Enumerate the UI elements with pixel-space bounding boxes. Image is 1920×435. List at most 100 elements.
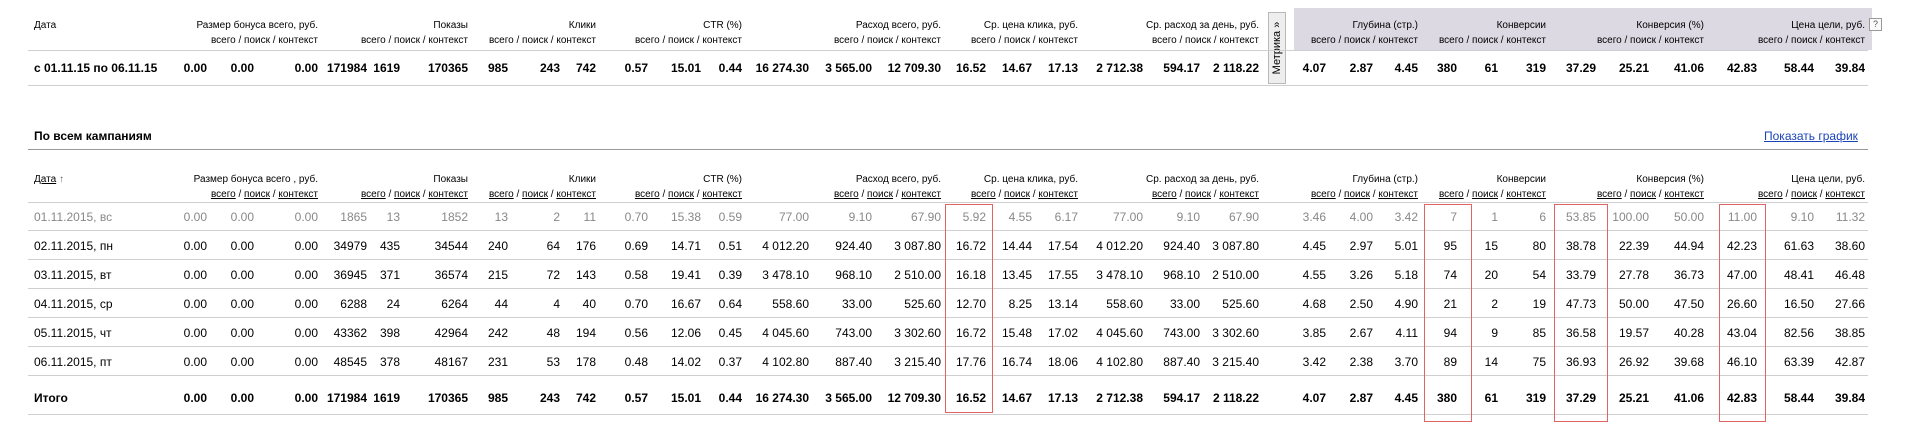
table-cell: 2: [1491, 297, 1498, 311]
sort-separator: /: [1816, 189, 1826, 200]
table-cell: 46.48: [1834, 268, 1865, 282]
table-cell: 3 215.40: [1212, 355, 1259, 369]
sort-link-context[interactable]: контекст: [556, 189, 596, 200]
sort-link-search[interactable]: поиск: [1472, 189, 1498, 200]
sort-link-all[interactable]: всего: [1596, 189, 1622, 200]
sort-link-context[interactable]: контекст: [702, 189, 742, 200]
sort-link-all[interactable]: всего: [833, 189, 859, 200]
sort-link-search[interactable]: поиск: [668, 189, 694, 200]
table-cell: 43362: [333, 326, 367, 340]
total-cell: 2.87: [1349, 391, 1373, 405]
sort-link-all[interactable]: всего: [360, 189, 386, 200]
total-cell: 1619: [373, 391, 400, 405]
sort-link-search[interactable]: поиск: [522, 189, 548, 200]
table-cell: 14.02: [670, 355, 701, 369]
table-cell: 4 102.80: [762, 355, 809, 369]
sort-separator: /: [547, 189, 557, 200]
sort-link-search[interactable]: поиск: [1185, 189, 1211, 200]
campaign-header-convpct-title: Конверсия (%): [1636, 174, 1704, 185]
campaign-header-rule: [28, 202, 1868, 203]
sort-link-all[interactable]: всего: [488, 189, 514, 200]
sort-link-context[interactable]: контекст: [1664, 189, 1704, 200]
summary-header-goal-sub: всего / поиск / контекст: [1757, 35, 1865, 46]
sort-link-context[interactable]: контекст: [1378, 189, 1418, 200]
table-cell: 194: [575, 326, 596, 340]
summary-value: 0.00: [230, 61, 254, 75]
total-cell: 39.84: [1834, 391, 1865, 405]
table-row-date: 06.11.2015, пт: [34, 355, 112, 369]
sort-separator: /: [1463, 189, 1473, 200]
table-cell: 16.50: [1783, 297, 1814, 311]
table-cell: 0.00: [230, 268, 254, 282]
total-cell: 37.29: [1565, 391, 1596, 405]
show-chart-link[interactable]: Показать график: [1764, 129, 1858, 143]
total-cell: 41.06: [1673, 391, 1704, 405]
summary-value: 171984: [326, 61, 367, 75]
sort-link-search[interactable]: поиск: [394, 189, 420, 200]
campaign-header-depth-title: Глубина (стр.): [1352, 174, 1418, 185]
total-cell: 0.44: [718, 391, 742, 405]
highlight-conversions-column: [1424, 204, 1472, 422]
sort-link-all[interactable]: всего: [210, 189, 236, 200]
summary-header-convpct-title: Конверсия (%): [1636, 20, 1704, 31]
table-cell: 13.14: [1047, 297, 1078, 311]
table-cell: 17.55: [1047, 268, 1078, 282]
total-cell: 0.57: [624, 391, 648, 405]
table-cell: 1852: [441, 210, 468, 224]
table-cell: 215: [487, 268, 508, 282]
sort-link-search[interactable]: поиск: [867, 189, 893, 200]
sort-separator: /: [1497, 189, 1507, 200]
total-cell: 14.67: [1001, 391, 1032, 405]
sort-link-context[interactable]: контекст: [1038, 189, 1078, 200]
sort-link-search[interactable]: поиск: [1004, 189, 1030, 200]
table-cell: 3 302.60: [894, 326, 941, 340]
table-cell: 3 302.60: [1212, 326, 1259, 340]
total-cell: 985: [487, 391, 508, 405]
table-cell: 8.25: [1008, 297, 1032, 311]
sort-link-all[interactable]: всего: [1438, 189, 1464, 200]
table-cell: 9.10: [1176, 210, 1200, 224]
sort-link-search[interactable]: поиск: [1344, 189, 1370, 200]
campaign-header-ctr: CTR (%) всего / поиск / контекст: [602, 172, 742, 202]
sort-link-search[interactable]: поиск: [1630, 189, 1656, 200]
table-cell: 3.42: [1394, 210, 1418, 224]
sort-link-all[interactable]: всего: [1151, 189, 1177, 200]
table-cell: 231: [487, 355, 508, 369]
sort-link-context[interactable]: контекст: [901, 189, 941, 200]
table-cell: 0.00: [230, 297, 254, 311]
metrika-toggle[interactable]: Метрика »: [1268, 12, 1286, 84]
table-cell: 11.00: [1727, 210, 1757, 224]
sort-link-all[interactable]: всего: [1757, 189, 1783, 200]
table-cell: 4 102.80: [1096, 355, 1143, 369]
sort-link-context[interactable]: контекст: [1506, 189, 1546, 200]
table-cell: 67.90: [1228, 210, 1259, 224]
sort-link-context[interactable]: контекст: [428, 189, 468, 200]
summary-value: 0.44: [718, 61, 742, 75]
table-cell: 63.39: [1783, 355, 1814, 369]
table-cell: 525.60: [1222, 297, 1259, 311]
sort-link-context[interactable]: контекст: [1219, 189, 1259, 200]
sort-link-context[interactable]: контекст: [278, 189, 318, 200]
summary-value: 16.52: [955, 61, 986, 75]
table-cell: 16.72: [955, 239, 986, 253]
summary-header-bonus-title: Размер бонуса всего, руб.: [196, 20, 318, 31]
summary-header-cpc: Ср. цена клика, руб. всего / поиск / конт…: [948, 18, 1078, 48]
sort-link-search[interactable]: поиск: [1791, 189, 1817, 200]
sort-link-search[interactable]: поиск: [244, 189, 270, 200]
summary-header-daily-sub: всего / поиск / контекст: [1151, 35, 1259, 46]
table-cell: 47.00: [1726, 268, 1757, 282]
campaign-header-date[interactable]: Дата ↑: [34, 174, 64, 185]
table-cell: 0.00: [294, 297, 318, 311]
campaign-header-bonus-sort: всего / поиск / контекст: [148, 187, 318, 202]
table-row-rule: [28, 288, 1868, 289]
sort-link-all[interactable]: всего: [970, 189, 996, 200]
summary-value: 16 274.30: [755, 61, 809, 75]
help-icon[interactable]: ?: [1869, 18, 1882, 31]
sort-link-all[interactable]: всего: [1310, 189, 1336, 200]
summary-value: 985: [487, 61, 508, 75]
sort-separator: /: [659, 189, 669, 200]
table-cell: 33.79: [1565, 268, 1596, 282]
sort-link-all[interactable]: всего: [634, 189, 660, 200]
sort-link-context[interactable]: контекст: [1825, 189, 1865, 200]
summary-header-shows-sub: всего / поиск / контекст: [360, 35, 468, 46]
